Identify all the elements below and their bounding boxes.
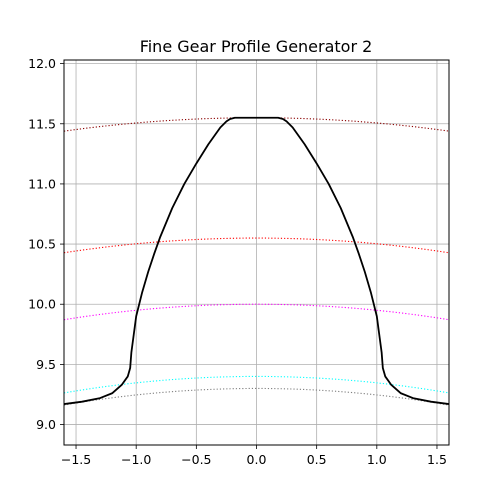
ticks: −1.5 −1.0 −0.5 0.0 0.5 1.0 1.5 9.0 9.5 10.0 10.5 11… xyxy=(28,56,447,467)
x-tick-label: −0.5 xyxy=(181,452,211,467)
y-tick-label: 12.0 xyxy=(28,56,56,71)
x-tick-label: −1.5 xyxy=(61,452,91,467)
y-tick-label: 10.5 xyxy=(28,237,56,252)
gear-tooth-profile xyxy=(64,116,449,405)
reference-circle xyxy=(64,237,449,254)
x-tick-label: 1.0 xyxy=(367,452,387,467)
x-tick-label: 0.5 xyxy=(307,452,327,467)
reference-circle xyxy=(64,375,449,394)
chart-title: Fine Gear Profile Generator 2 xyxy=(140,37,373,56)
reference-circle xyxy=(64,303,449,321)
y-tick-label: 10.0 xyxy=(28,297,56,312)
y-tick-label: 11.5 xyxy=(28,116,56,131)
y-tick-label: 9.5 xyxy=(36,357,56,372)
x-tick-label: 0.0 xyxy=(247,452,267,467)
y-tick-label: 11.0 xyxy=(28,176,56,191)
y-tick-label: 9.0 xyxy=(36,417,56,432)
x-tick-label: 1.5 xyxy=(427,452,447,467)
profile-layer xyxy=(64,116,449,405)
reference-circle xyxy=(64,387,449,406)
x-tick-label: −1.0 xyxy=(121,452,151,467)
